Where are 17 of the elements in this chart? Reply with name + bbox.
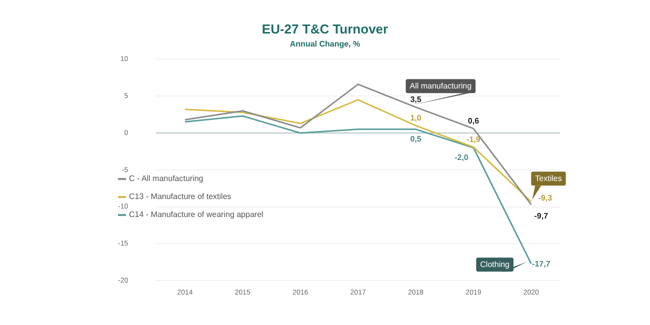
data-label: 3,5 — [410, 95, 422, 104]
legend-label: C14 - Manufacture of wearing apparel — [129, 210, 264, 219]
data-label: -9,7 — [534, 212, 549, 221]
annotation: Textiles — [535, 174, 562, 183]
legend-label: C - All manufacturing — [129, 174, 204, 183]
data-label: 1,0 — [410, 114, 422, 123]
annotation: Clothing — [480, 260, 510, 269]
chart-subtitle: Annual Change, % — [290, 40, 360, 49]
annotation: All manufacturing — [410, 81, 472, 90]
legend-label: C13 - Manufacture of textiles — [129, 192, 232, 201]
data-label: -1,9 — [466, 135, 481, 144]
data-label: 0,6 — [468, 116, 480, 126]
data-label: -17,7 — [532, 260, 551, 269]
chart-title: EU-27 T&C Turnover — [262, 21, 388, 36]
data-label: 0,5 — [410, 134, 422, 144]
data-label: -9,3 — [538, 194, 553, 203]
data-label: -2,0 — [454, 152, 469, 162]
